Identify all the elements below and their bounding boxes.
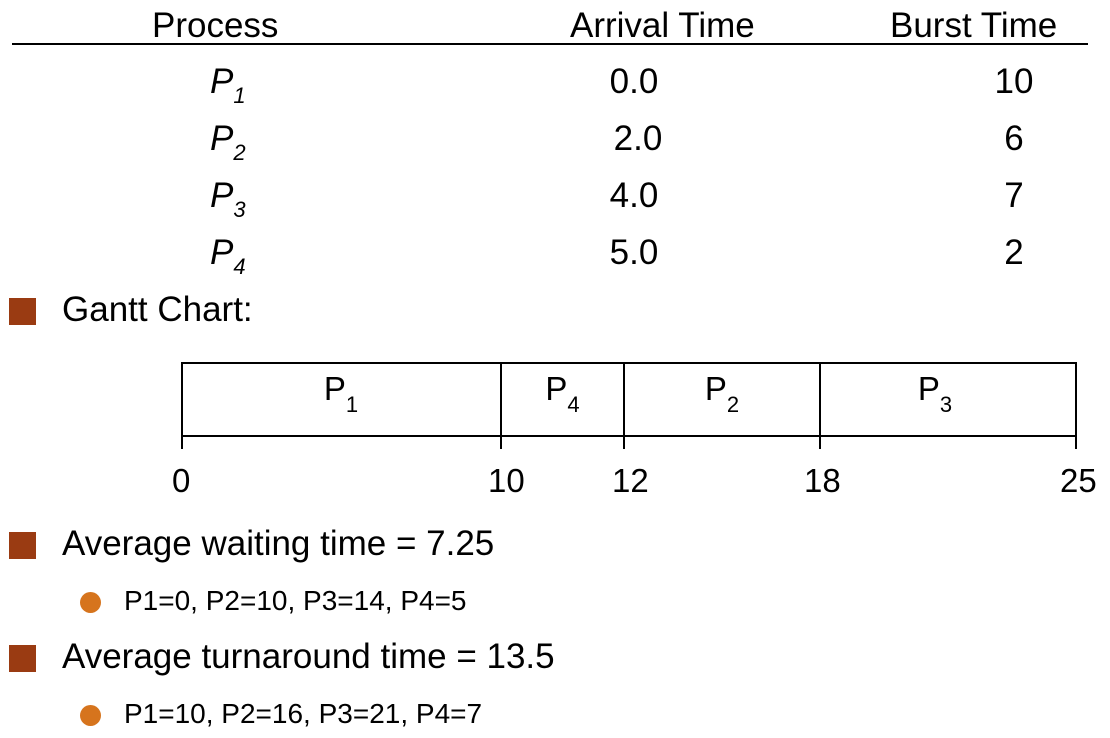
square-bullet-icon [9,645,36,672]
burst-value: 2 [1004,233,1024,272]
dot-bullet-icon [80,592,101,613]
gantt-tick [1075,437,1077,449]
arrival-value: 0.0 [609,62,659,101]
gantt-tick [500,437,502,449]
gantt-divider [623,362,625,437]
arrival-value: 5.0 [609,233,659,272]
process-name: P2 [210,119,246,165]
average-waiting-time: Average waiting time = 7.25 [62,524,495,563]
gantt-time-label: 10 [488,462,525,499]
burst-value: 10 [994,62,1034,101]
gantt-divider [819,362,821,437]
square-bullet-icon [9,298,36,325]
header-burst-time: Burst Time [890,6,1058,45]
gantt-time-label: 25 [1060,462,1097,499]
gantt-segment-label: P3 [917,370,953,417]
process-name: P1 [210,62,246,108]
header-divider [12,43,1088,45]
dot-bullet-icon [80,705,101,726]
gantt-time-label: 0 [172,462,191,499]
process-name: P4 [210,233,246,279]
waiting-time-detail: P1=0, P2=10, P3=14, P4=5 [124,585,467,616]
average-turnaround-time: Average turnaround time = 13.5 [62,637,555,676]
turnaround-time-detail: P1=10, P2=16, P3=21, P4=7 [124,698,483,729]
gantt-chart [181,362,1077,437]
arrival-value: 2.0 [613,119,663,158]
gantt-divider [500,362,502,437]
header-process: Process [152,6,279,45]
gantt-segment-label: P2 [704,370,740,417]
arrival-value: 4.0 [609,176,659,215]
gantt-title: Gantt Chart: [62,290,253,329]
process-name: P3 [210,176,246,222]
gantt-segment-label: P1 [323,370,359,417]
gantt-tick [819,437,821,449]
square-bullet-icon [9,532,36,559]
gantt-time-label: 18 [804,462,841,499]
gantt-time-label: 12 [612,462,649,499]
gantt-tick [181,437,183,449]
burst-value: 7 [1004,176,1024,215]
gantt-tick [623,437,625,449]
gantt-segment-label: P4 [545,370,580,417]
burst-value: 6 [1004,119,1024,158]
header-arrival-time: Arrival Time [570,6,755,45]
